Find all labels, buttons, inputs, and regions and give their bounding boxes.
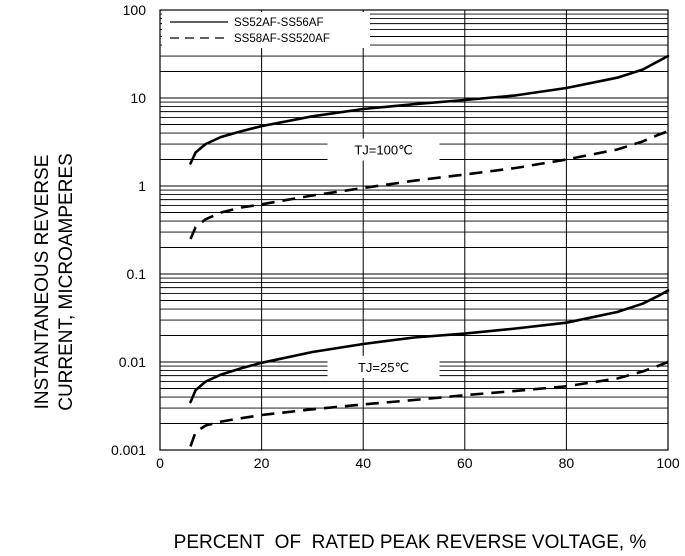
- y-tick-label: 0.1: [127, 266, 147, 282]
- y-tick-label: 10: [130, 90, 146, 106]
- dashed-series-line: [189, 360, 669, 447]
- solid-series-line: [189, 54, 670, 165]
- legend-box: [162, 12, 370, 48]
- annotation-label: TJ=100℃: [354, 142, 412, 157]
- annotation-label: TJ=25℃: [358, 360, 409, 375]
- x-tick-label: 100: [656, 455, 680, 471]
- grid: [159, 10, 669, 451]
- legend-label: SS58AF-SS520AF: [234, 33, 330, 45]
- legend-label: SS52AF-SS56AF: [234, 17, 323, 29]
- y-axis-ticks: 0.001 0.01 0.1 1 10 100: [111, 2, 146, 458]
- y-tick-label: 0.001: [111, 442, 146, 458]
- x-tick-label: 60: [457, 455, 473, 471]
- x-axis-ticks: 0 20 40 60 80 100: [156, 455, 680, 471]
- x-tick-label: 20: [254, 455, 270, 471]
- solid-series-line: [189, 289, 670, 404]
- dashed-series-line: [189, 129, 669, 240]
- y-tick-label: 1: [138, 178, 146, 194]
- curves: [189, 54, 670, 447]
- x-tick-label: 0: [156, 455, 164, 471]
- plot-frame: [159, 9, 669, 451]
- x-tick-label: 40: [355, 455, 371, 471]
- annotation-box: [327, 138, 440, 161]
- y-axis-label-line-1: INSTANTANEOUS REVERSE: [32, 155, 53, 410]
- y-axis-label-line-2: CURRENT, MICROAMPERES: [56, 153, 77, 411]
- x-axis-label: PERCENT OF RATED PEAK REVERSE VOLTAGE, %: [174, 532, 647, 553]
- annotations: TJ=100℃ TJ=25℃: [327, 138, 440, 378]
- x-tick-label: 80: [559, 455, 575, 471]
- annotation-box: [327, 355, 440, 378]
- y-tick-label: 0.01: [119, 354, 146, 370]
- legend: SS52AF-SS56AF SS58AF-SS520AF: [162, 12, 370, 48]
- y-tick-label: 100: [123, 2, 147, 18]
